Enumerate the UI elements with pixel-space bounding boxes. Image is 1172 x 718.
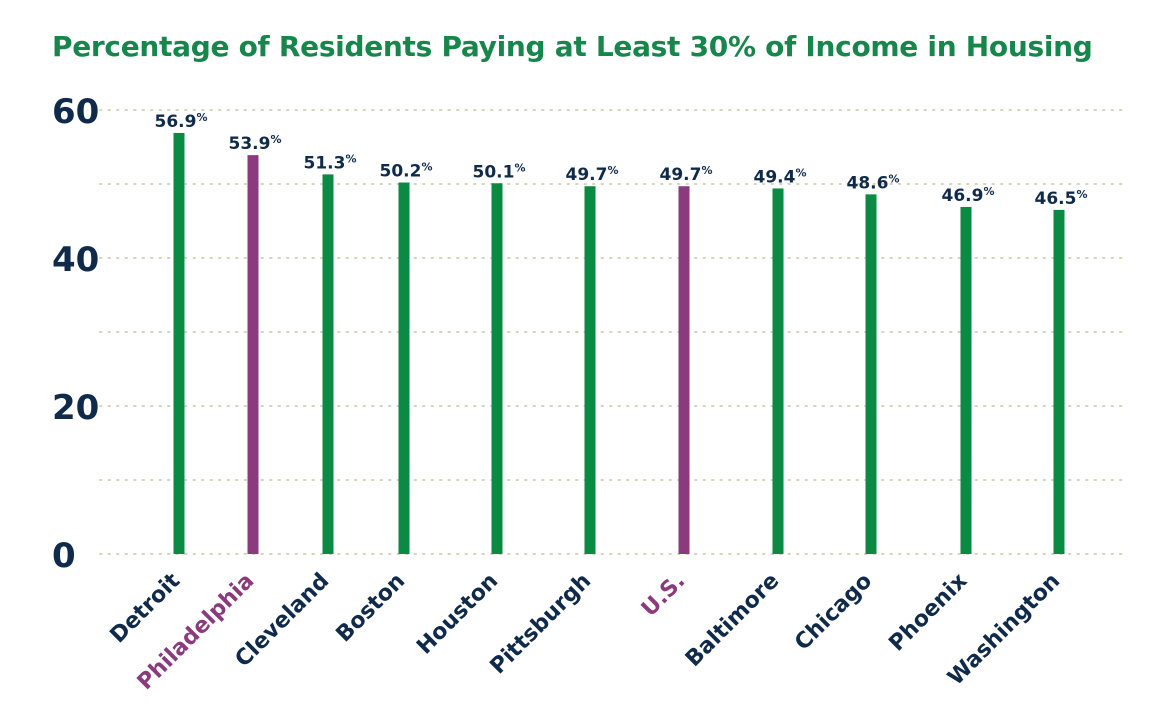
- bar-pittsburgh: [584, 186, 596, 554]
- x-tick-label: Phoenix: [884, 569, 972, 657]
- x-tick-label: Houston: [412, 569, 503, 660]
- bar-philadelphia: [247, 155, 259, 554]
- chart-title: Percentage of Residents Paying at Least …: [52, 30, 1093, 63]
- bar-detroit: [173, 132, 185, 554]
- data-label: 48.6%: [847, 172, 900, 193]
- data-label: 49.4%: [754, 166, 807, 187]
- bar-chicago: [865, 194, 877, 555]
- y-tick-label: 20: [52, 388, 99, 428]
- y-tick-label: 0: [52, 536, 76, 576]
- x-tick-label: Baltimore: [681, 569, 784, 672]
- data-labels: 56.9% 53.9% 51.3% 50.2% 50.1% 49.7% 49.7% 49.4%…: [155, 111, 1088, 209]
- bar-boston: [398, 182, 410, 554]
- bar-baltimore: [772, 188, 784, 554]
- gridlines: [99, 109, 1123, 555]
- bar-houston: [491, 183, 503, 554]
- data-label: 46.9%: [942, 185, 995, 206]
- y-axis-ticks: 0 20 40 60: [52, 92, 99, 576]
- data-label: 53.9%: [229, 133, 282, 154]
- bar-cleveland: [322, 174, 334, 554]
- data-label: 56.9%: [155, 111, 208, 132]
- bar-washington: [1053, 209, 1065, 554]
- x-tick-label: U.S.: [637, 569, 690, 622]
- bar-phoenix: [960, 206, 972, 554]
- data-label: 51.3%: [304, 152, 357, 173]
- data-label: 50.2%: [380, 161, 433, 182]
- y-tick-label: 60: [52, 92, 99, 132]
- bars: [173, 132, 1065, 555]
- x-tick-label: Chicago: [790, 569, 877, 656]
- data-label: 50.1%: [473, 161, 526, 182]
- x-tick-label: Pittsburgh: [486, 569, 597, 680]
- y-tick-label: 40: [52, 240, 99, 280]
- x-tick-label: Boston: [332, 569, 411, 648]
- data-label: 49.7%: [660, 164, 713, 185]
- data-label: 49.7%: [566, 164, 619, 185]
- bar-u-s: [678, 186, 690, 554]
- data-label: 46.5%: [1035, 188, 1088, 209]
